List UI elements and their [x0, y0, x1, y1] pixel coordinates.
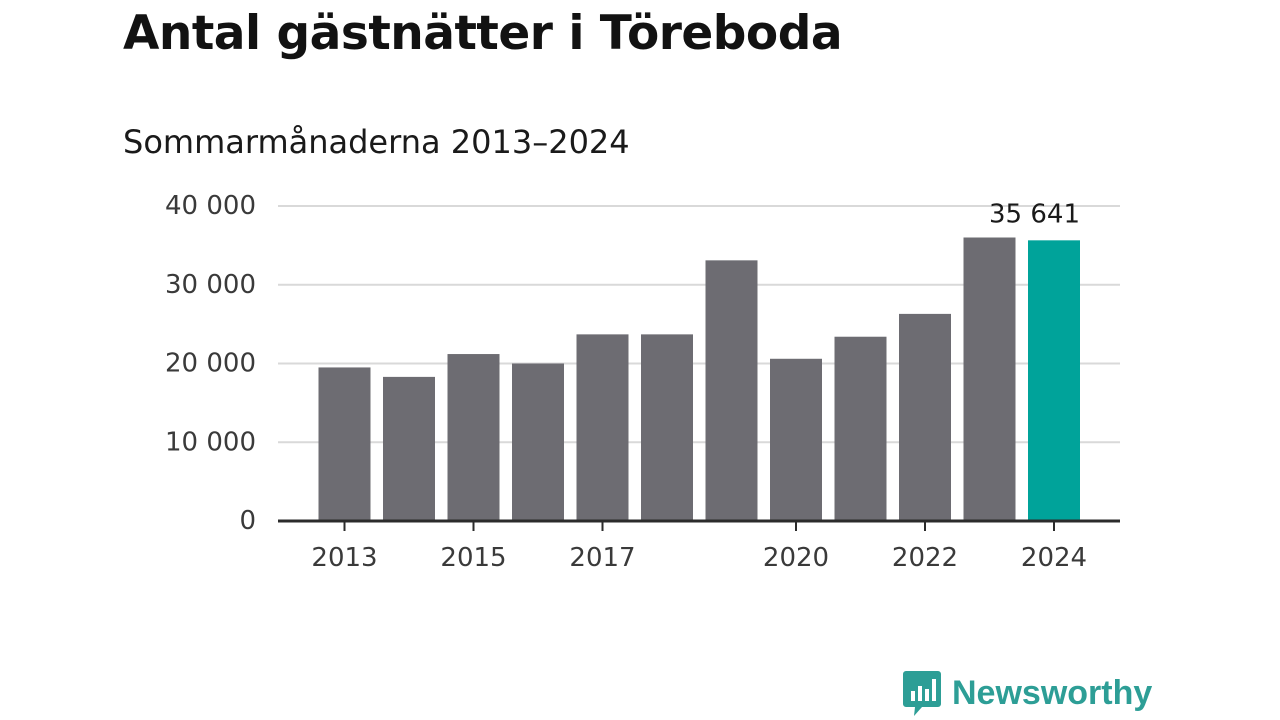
newsworthy-brand: Newsworthy	[902, 668, 1152, 718]
bar	[899, 313, 951, 521]
y-tick-label: 30 000	[165, 270, 256, 300]
y-tick-label: 0	[239, 506, 256, 536]
x-tick-label: 2024	[1021, 543, 1087, 573]
x-tick-label: 2015	[440, 543, 506, 573]
bar	[512, 363, 564, 521]
bar	[834, 336, 887, 521]
bar	[705, 260, 758, 521]
bar	[447, 354, 500, 521]
bar	[963, 237, 1016, 521]
x-tick-label: 2017	[569, 543, 635, 573]
x-tick-label: 2022	[892, 543, 958, 573]
bar	[641, 334, 693, 521]
x-tick-label: 2020	[763, 543, 829, 573]
bar	[770, 358, 822, 521]
chart-title: Antal gästnätter i Töreboda	[123, 6, 843, 61]
bar	[318, 367, 371, 521]
bars	[318, 237, 1080, 521]
brand-name: Newsworthy	[952, 673, 1153, 712]
chart-subtitle: Sommarmånaderna 2013–2024	[123, 123, 630, 161]
x-axis-tick-labels: 2013 2015 2017 2020 2022 2024	[311, 521, 1087, 573]
y-tick-label: 20 000	[165, 349, 256, 379]
data-labels: 35 641	[989, 199, 1080, 229]
bar-highlight	[1028, 240, 1080, 521]
y-tick-label: 10 000	[165, 427, 256, 457]
bar-value-label: 35 641	[989, 199, 1080, 229]
newsworthy-logo-icon	[903, 671, 941, 716]
y-axis-tick-labels: 0 10 000 20 000 30 000 40 000	[165, 191, 256, 536]
y-tick-label: 40 000	[165, 191, 256, 221]
x-tick-label: 2013	[311, 543, 377, 573]
bar	[576, 334, 629, 521]
bar	[383, 376, 435, 521]
